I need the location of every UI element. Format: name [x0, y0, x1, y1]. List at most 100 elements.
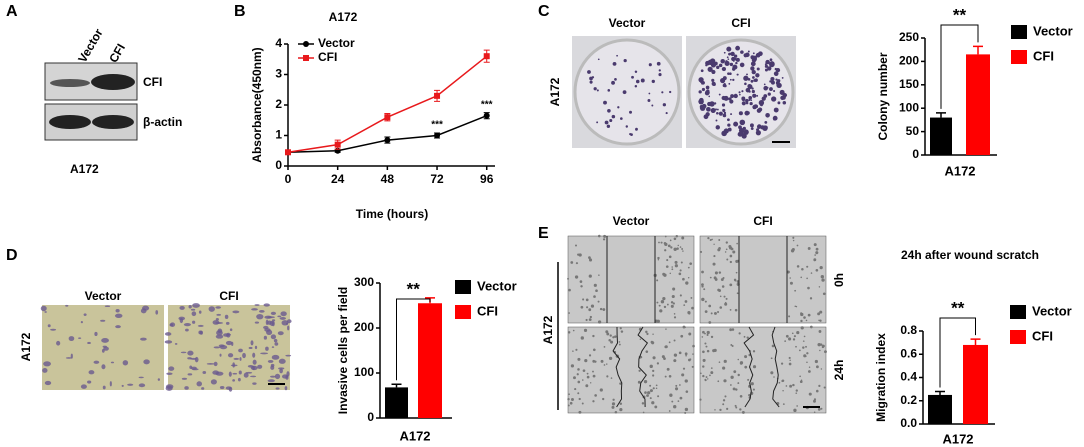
cell	[712, 262, 716, 266]
cell	[808, 366, 811, 369]
colony	[727, 123, 731, 127]
cell	[610, 377, 613, 379]
colony	[635, 127, 638, 131]
cell	[100, 319, 106, 322]
marker	[483, 53, 490, 60]
cell	[592, 370, 594, 373]
cell	[267, 359, 274, 363]
cell	[127, 383, 134, 386]
colony	[745, 101, 749, 105]
colony	[747, 84, 753, 90]
colony	[739, 93, 741, 96]
cell	[655, 384, 658, 387]
cell	[706, 349, 710, 353]
cell	[673, 359, 677, 363]
cell	[573, 376, 576, 380]
cell	[671, 294, 675, 299]
x-tick-label: 0	[285, 172, 292, 186]
cell	[801, 267, 804, 271]
cell	[794, 289, 797, 292]
cell	[730, 247, 734, 251]
colony	[776, 82, 782, 89]
cell	[588, 354, 592, 357]
colony	[617, 106, 620, 109]
cell	[219, 353, 222, 357]
cell	[800, 319, 803, 323]
cell	[649, 384, 652, 387]
cell	[267, 316, 275, 319]
cell	[577, 368, 580, 371]
annotation: ***	[481, 99, 493, 110]
colony	[720, 58, 725, 64]
colony	[727, 58, 730, 60]
colony	[723, 114, 726, 117]
cell	[691, 365, 694, 368]
cell	[577, 357, 581, 361]
cell	[270, 334, 277, 340]
legend-swatch	[455, 305, 471, 319]
cell	[806, 361, 808, 364]
cell	[256, 313, 264, 320]
cell	[215, 334, 224, 339]
cell	[638, 369, 641, 372]
cell	[121, 384, 124, 387]
cell	[679, 294, 682, 297]
cell	[780, 362, 784, 365]
legend-label: Vector	[318, 36, 355, 50]
cell	[620, 330, 624, 333]
cell	[47, 324, 51, 328]
cell	[744, 365, 748, 369]
cell	[684, 352, 688, 356]
panel-label: E	[538, 225, 549, 242]
cell	[668, 374, 672, 378]
cell	[718, 271, 722, 274]
colony	[597, 58, 600, 61]
cell	[263, 335, 267, 340]
legend-label: Vector	[1033, 23, 1073, 38]
cell	[187, 350, 194, 356]
cell	[278, 367, 285, 370]
band	[91, 74, 135, 90]
cell	[713, 255, 716, 258]
wound-edge	[612, 326, 623, 408]
band	[92, 115, 134, 129]
cell	[169, 323, 174, 327]
cell	[818, 330, 822, 333]
cell	[582, 369, 586, 373]
cell	[581, 402, 584, 405]
cell	[709, 374, 711, 377]
colony	[620, 117, 623, 120]
cell	[264, 328, 271, 332]
cell	[606, 375, 609, 378]
cell	[729, 283, 733, 287]
cell	[87, 380, 92, 384]
cell	[274, 373, 281, 380]
colony	[750, 127, 754, 130]
x-axis-label: A172	[944, 163, 975, 178]
colony	[703, 114, 709, 120]
colony	[737, 131, 743, 137]
photo	[42, 305, 164, 390]
colony	[747, 78, 751, 81]
y-axis-label: Invasive cells per field	[336, 287, 350, 414]
cell	[278, 358, 286, 364]
cell	[665, 328, 667, 330]
cell	[585, 318, 588, 322]
colony	[698, 98, 704, 105]
cell	[813, 411, 816, 413]
cell	[732, 250, 736, 254]
cell	[717, 248, 721, 252]
colony	[754, 78, 758, 82]
cell	[70, 353, 73, 359]
cell	[572, 329, 575, 332]
colony	[723, 111, 727, 115]
cell	[746, 336, 749, 339]
colony	[726, 56, 729, 59]
x-tick-label: 24	[331, 172, 345, 186]
colony	[758, 51, 763, 57]
cell	[567, 331, 571, 334]
cell	[270, 311, 277, 315]
cell	[789, 384, 793, 388]
cell	[660, 300, 665, 304]
y-tick-label: 0.8	[900, 323, 917, 337]
